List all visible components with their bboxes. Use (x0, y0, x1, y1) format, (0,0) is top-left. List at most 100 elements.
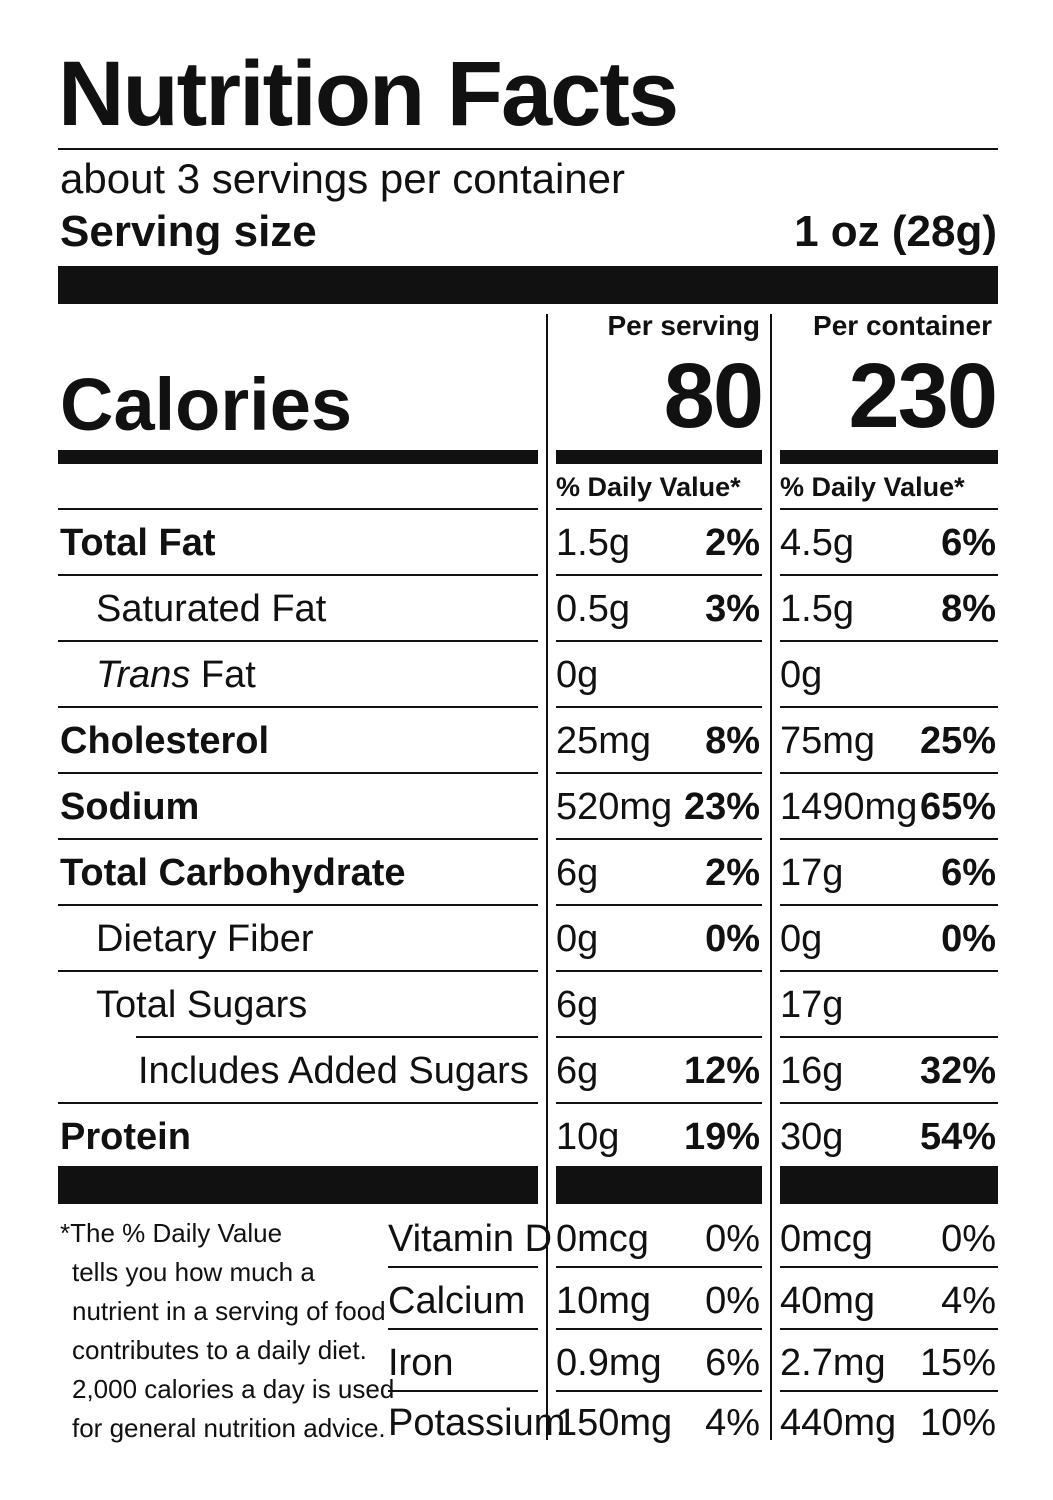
nutrient-label-cholesterol: Cholesterol (60, 720, 270, 762)
row-divider (58, 772, 538, 774)
row-divider (780, 1328, 998, 1330)
row-divider (58, 706, 538, 708)
row-divider (780, 1390, 998, 1392)
vitamin-label-vitamin-d: Vitamin D (388, 1218, 553, 1260)
container-percent: 8% (941, 588, 996, 630)
serving-amount: 6g (556, 984, 599, 1026)
nutrient-label-total-fat: Total Fat (60, 522, 216, 564)
container-percent: 32% (919, 1050, 996, 1092)
serving-percent: 0% (705, 1218, 760, 1260)
row-divider (58, 904, 538, 906)
row-divider (58, 508, 538, 510)
container-amount: 17g (780, 984, 844, 1026)
row-divider (556, 904, 762, 906)
row-divider (556, 1102, 762, 1104)
footnote-line: for general nutrition advice. (72, 1413, 386, 1443)
trans-italic: Trans (96, 654, 191, 696)
row-divider (780, 574, 998, 576)
row-divider (556, 1266, 762, 1268)
nutrient-label-sodium: Sodium (60, 786, 200, 828)
row-divider (556, 574, 762, 576)
container-amount: 75mg (780, 720, 876, 762)
container-percent: 65% (919, 786, 996, 828)
serving-amount: 6g (556, 852, 599, 894)
serving-percent: 4% (705, 1402, 760, 1444)
row-divider (58, 838, 538, 840)
footnote-line: tells you how much a (72, 1257, 315, 1287)
serving-percent: 6% (705, 1342, 760, 1384)
row-divider (58, 574, 538, 576)
title-divider (58, 148, 998, 150)
column-divider-left (546, 314, 548, 1440)
container-amount: 1.5g (780, 588, 854, 630)
row-divider (556, 706, 762, 708)
thick-divider-bottom-container (780, 1166, 998, 1204)
column-divider-right (770, 314, 772, 1440)
row-divider (556, 970, 762, 972)
container-amount: 17g (780, 852, 844, 894)
container-amount: 0g (780, 654, 823, 696)
serving-size-label: Serving size (60, 207, 317, 256)
serving-amount: 10g (556, 1116, 620, 1158)
container-amount: 16g (780, 1050, 844, 1092)
calories-per-serving: 80 (663, 345, 764, 447)
trans-suffix: Fat (190, 654, 256, 696)
calories-label: Calories (60, 363, 353, 446)
serving-percent: 2% (705, 852, 760, 894)
container-percent: 6% (941, 522, 996, 564)
container-amount: 40mg (780, 1280, 876, 1322)
container-amount: 440mg (780, 1402, 897, 1444)
row-divider (556, 772, 762, 774)
row-divider (388, 1390, 538, 1392)
serving-amount: 10mg (556, 1280, 652, 1322)
serving-percent: 0% (705, 1280, 760, 1322)
serving-amount: 0mcg (556, 1218, 649, 1260)
daily-value-footnote: *The % Daily Value tells you how much a … (60, 1214, 395, 1448)
row-divider (556, 1036, 762, 1038)
row-divider (556, 1390, 762, 1392)
container-amount: 4.5g (780, 522, 854, 564)
footnote-line: contributes to a daily diet. (72, 1335, 367, 1365)
row-divider (556, 508, 762, 510)
container-amount: 0g (780, 918, 823, 960)
row-divider (388, 1328, 538, 1330)
container-percent: 4% (941, 1280, 996, 1322)
nutrient-label-added-sugars: Includes Added Sugars (138, 1050, 529, 1092)
serving-amount: 150mg (556, 1402, 673, 1444)
thick-divider-top (58, 266, 998, 304)
row-divider (388, 1266, 538, 1268)
daily-value-header-serving: % Daily Value* (556, 472, 741, 502)
row-divider (136, 1036, 538, 1038)
nutrient-label-trans-fat: Trans Fat (96, 656, 256, 694)
servings-per-container: about 3 servings per container (60, 155, 626, 202)
serving-amount: 25mg (556, 720, 652, 762)
row-divider (780, 508, 998, 510)
container-amount: 2.7mg (780, 1342, 886, 1384)
row-divider (780, 970, 998, 972)
nutrient-label-saturated-fat: Saturated Fat (96, 588, 327, 630)
serving-percent: 19% (683, 1116, 760, 1158)
container-percent: 54% (919, 1116, 996, 1158)
serving-percent: 0% (705, 918, 760, 960)
serving-percent: 2% (705, 522, 760, 564)
row-divider (556, 1328, 762, 1330)
calories-bar-serving (556, 450, 762, 464)
row-divider (58, 970, 538, 972)
footnote-line: 2,000 calories a day is used (72, 1374, 395, 1404)
vitamin-label-calcium: Calcium (388, 1280, 526, 1322)
row-divider (58, 640, 538, 642)
serving-amount: 6g (556, 1050, 599, 1092)
calories-bar-container (780, 450, 998, 464)
serving-amount: 0g (556, 654, 599, 696)
serving-amount: 0.9mg (556, 1342, 662, 1384)
container-percent: 25% (919, 720, 996, 762)
row-divider (58, 1102, 538, 1104)
nutrient-label-dietary-fiber: Dietary Fiber (96, 918, 314, 960)
row-divider (780, 772, 998, 774)
container-percent: 0% (941, 1218, 996, 1260)
serving-percent: 8% (705, 720, 760, 762)
serving-percent: 23% (683, 786, 760, 828)
row-divider (780, 838, 998, 840)
serving-percent: 12% (683, 1050, 760, 1092)
